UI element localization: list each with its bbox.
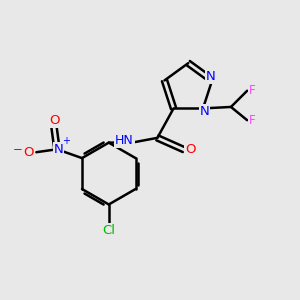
Text: N: N [200,105,209,118]
Text: N: N [54,143,63,156]
Text: F: F [249,114,256,127]
Text: N: N [206,70,215,83]
Text: O: O [185,143,196,156]
Text: F: F [249,84,256,97]
Text: Cl: Cl [102,224,115,238]
Text: O: O [49,114,59,127]
Text: +: + [62,136,70,146]
Text: O: O [23,146,33,159]
Text: HN: HN [115,134,134,147]
Text: −: − [12,143,22,156]
